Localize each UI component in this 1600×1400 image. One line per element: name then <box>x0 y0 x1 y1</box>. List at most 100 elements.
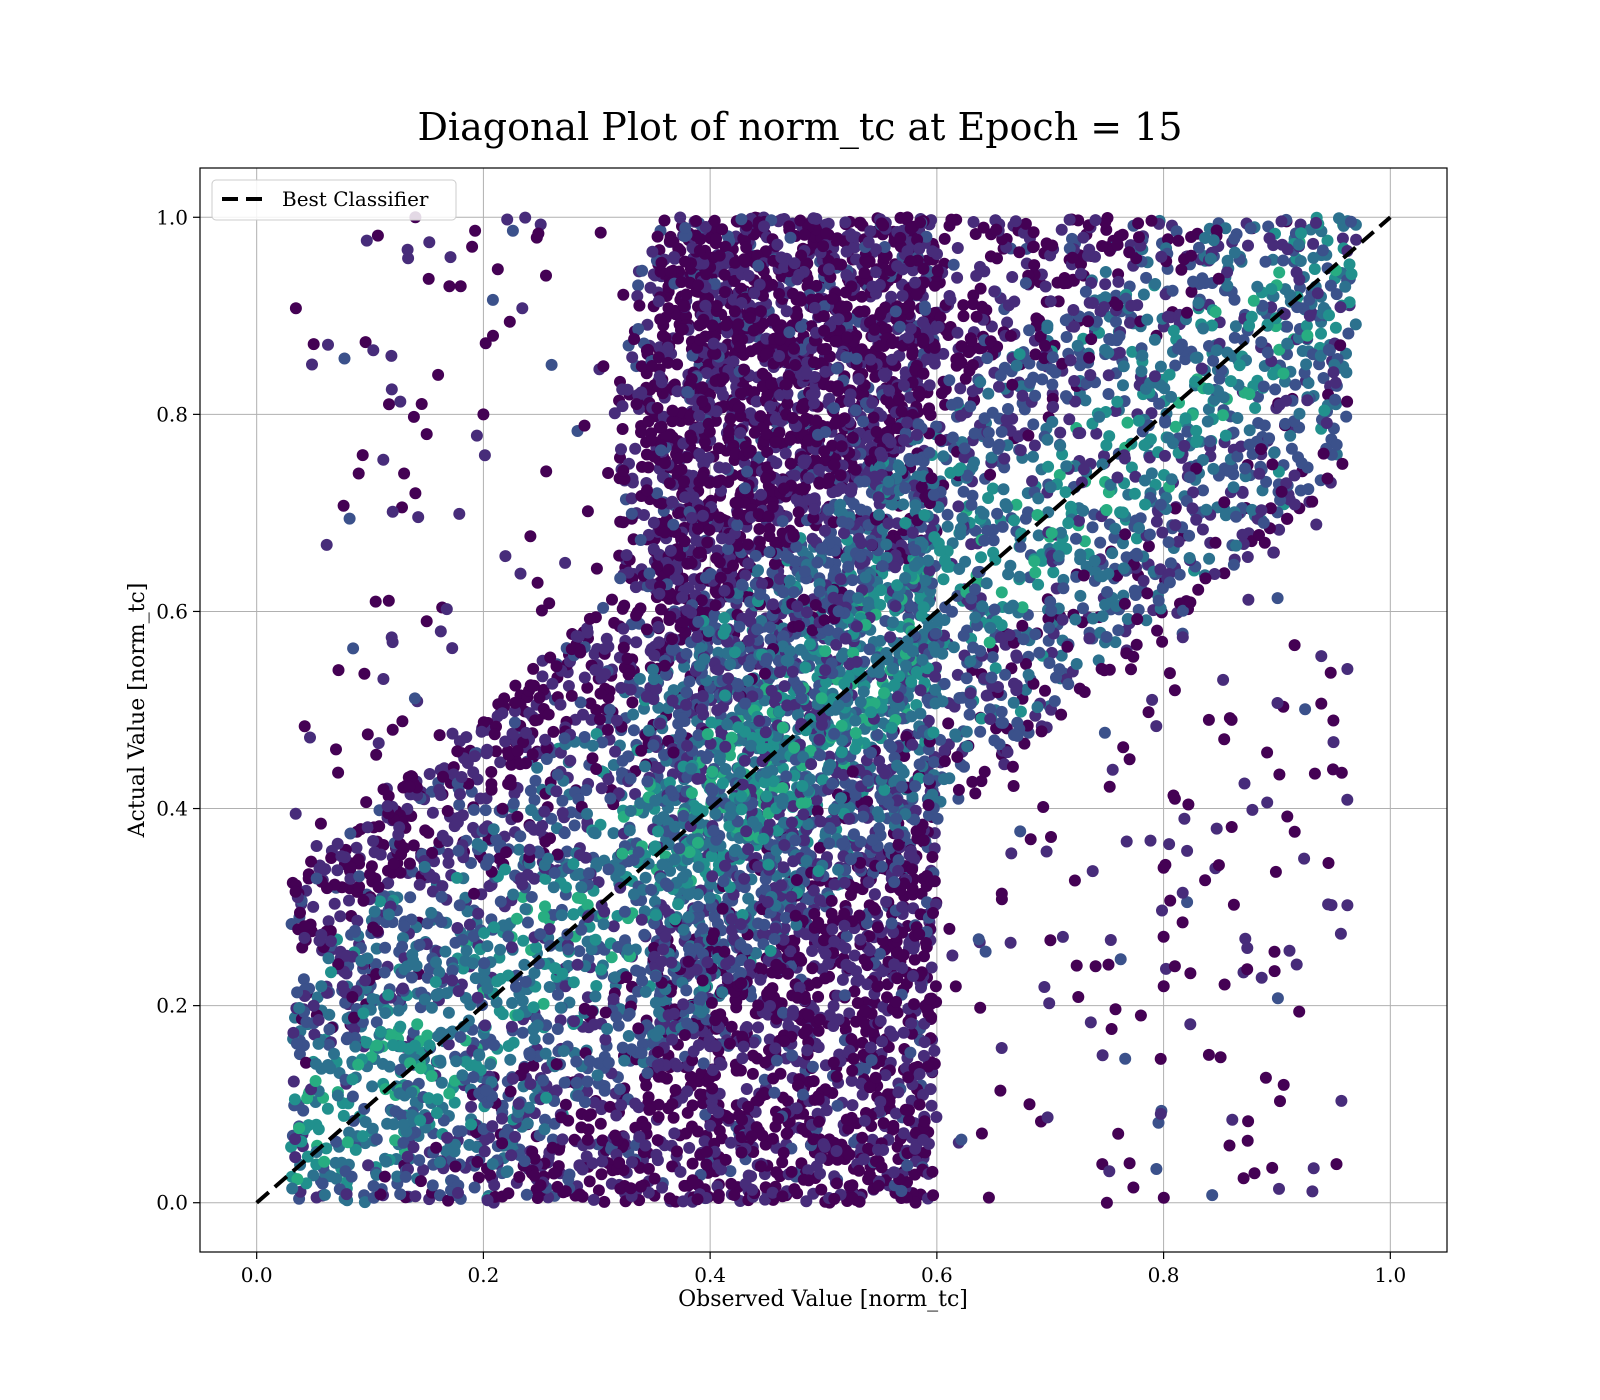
scatter-point <box>965 538 978 551</box>
scatter-point <box>1105 1023 1118 1035</box>
scatter-point <box>1281 810 1294 823</box>
scatter-point <box>396 715 409 728</box>
scatter-point <box>442 1194 455 1207</box>
scatter-point <box>925 1099 938 1112</box>
scatter-point <box>487 329 499 342</box>
scatter-point <box>850 975 863 988</box>
scatter-point <box>1154 1052 1167 1065</box>
scatter-point <box>1164 557 1177 570</box>
scatter-point <box>534 218 547 231</box>
scatter-point <box>806 1060 819 1073</box>
scatter-point <box>1036 373 1049 386</box>
scatter-point <box>806 945 819 957</box>
scatter-point <box>1173 568 1186 581</box>
scatter-point <box>488 1179 501 1192</box>
scatter-point <box>465 1100 478 1113</box>
scatter-point <box>1103 780 1116 793</box>
scatter-point <box>1114 953 1127 966</box>
scatter-point <box>1096 458 1109 471</box>
scatter-point <box>1246 803 1259 816</box>
scatter-point <box>1148 333 1161 346</box>
scatter-point <box>442 856 455 869</box>
scatter-point <box>1343 258 1356 271</box>
scatter-point <box>1077 231 1090 244</box>
scatter-point <box>812 990 825 1003</box>
scatter-point <box>518 1155 531 1167</box>
scatter-point <box>1248 1167 1261 1180</box>
scatter-point <box>627 724 640 737</box>
scatter-point <box>524 530 537 543</box>
scatter-point <box>435 1076 448 1089</box>
scatter-point <box>1266 1161 1279 1174</box>
scatter-point <box>530 941 543 954</box>
scatter-point <box>1150 720 1163 733</box>
scatter-point <box>298 720 311 733</box>
scatter-point <box>1341 663 1354 675</box>
scatter-point <box>491 263 504 276</box>
scatter-point <box>307 900 320 913</box>
scatter-point <box>1068 874 1081 887</box>
scatter-point <box>951 271 964 284</box>
scatter-point <box>1045 831 1057 843</box>
scatter-point <box>601 1022 614 1035</box>
scatter-point <box>322 338 334 351</box>
scatter-point <box>1206 1189 1219 1202</box>
scatter-point <box>1157 980 1170 993</box>
scatter-point <box>1327 714 1340 727</box>
scatter-point <box>674 211 687 224</box>
scatter-point <box>616 1041 629 1054</box>
scatter-point <box>1335 1094 1348 1107</box>
scatter-point <box>991 252 1003 265</box>
scatter-point <box>559 556 572 569</box>
scatter-point <box>954 382 967 395</box>
scatter-point <box>494 943 507 956</box>
scatter-point <box>590 980 603 992</box>
scatter-point <box>845 1074 858 1087</box>
scatter-point <box>460 944 473 957</box>
scatter-point <box>1298 852 1311 865</box>
scatter-point <box>975 551 987 564</box>
scatter-point <box>1236 528 1249 541</box>
scatter-point <box>1128 487 1141 500</box>
scatter-point <box>573 1160 586 1173</box>
scatter-point <box>411 1018 424 1031</box>
scatter-point <box>529 774 542 787</box>
scatter-point <box>957 629 970 642</box>
scatter-point <box>906 863 919 876</box>
scatter-point <box>528 1033 541 1046</box>
scatter-point <box>1120 835 1133 848</box>
scatter-point <box>927 1189 940 1202</box>
scatter-point <box>513 843 525 856</box>
scatter-point <box>581 681 594 694</box>
scatter-point <box>506 224 519 237</box>
scatter-point <box>434 625 447 638</box>
scatter-point <box>1296 345 1309 357</box>
scatter-point <box>1007 696 1020 709</box>
scatter-point <box>777 586 790 599</box>
scatter-point <box>937 573 950 586</box>
scatter-point <box>974 1001 987 1014</box>
scatter-point <box>382 594 395 607</box>
scatter-point <box>1341 793 1354 806</box>
scatter-point <box>829 335 842 348</box>
scatter-point <box>1223 1139 1236 1152</box>
scatter-point <box>756 577 768 590</box>
scatter-point <box>542 1032 555 1045</box>
scatter-point <box>1167 324 1180 337</box>
scatter-point <box>1070 658 1083 670</box>
scatter-point <box>320 538 333 551</box>
scatter-point <box>469 224 482 237</box>
scatter-point <box>622 1030 635 1042</box>
scatter-point <box>994 1084 1007 1097</box>
scatter-point <box>1141 587 1154 600</box>
scatter-point <box>568 819 581 832</box>
scatter-point <box>386 505 399 518</box>
scatter-point <box>1239 462 1252 475</box>
scatter-point <box>1288 639 1301 652</box>
scatter-point <box>598 1195 611 1208</box>
scatter-point <box>754 973 767 986</box>
scatter-point <box>1182 798 1195 811</box>
scatter-point <box>642 461 655 474</box>
